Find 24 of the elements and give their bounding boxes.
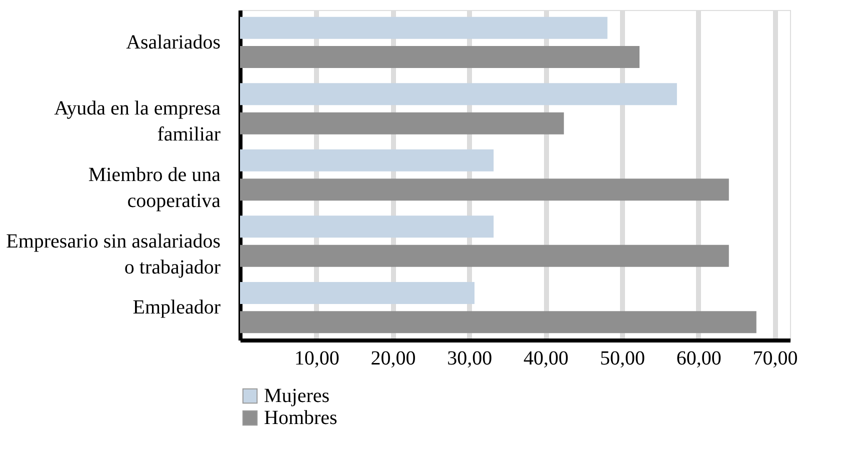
y-tick-label: Ayuda en la empresa familiar xyxy=(54,98,221,146)
y-tick-label: Miembro de una cooperativa xyxy=(88,164,221,212)
y-tick-label: Empresario sin asalariados o trabajador xyxy=(6,230,221,278)
bar xyxy=(240,83,677,106)
x-tick-label: 40,00 xyxy=(524,348,569,370)
x-tick-label: 50,00 xyxy=(600,348,645,370)
bar xyxy=(240,311,756,334)
y-tick-label: Asalariados xyxy=(126,31,221,54)
x-tick-label: 30,00 xyxy=(447,348,492,370)
bar xyxy=(240,282,475,304)
bar xyxy=(240,244,729,267)
bar xyxy=(240,46,640,68)
x-tick-label: 60,00 xyxy=(676,348,722,370)
x-tick-label: 70,00 xyxy=(752,348,798,370)
bar xyxy=(240,149,494,172)
y-tick-label: Empleador xyxy=(132,296,221,319)
bar xyxy=(240,16,608,39)
bar xyxy=(240,112,564,134)
bar xyxy=(240,216,494,238)
x-tick-label: 10,00 xyxy=(294,348,340,370)
legend-label: Hombres xyxy=(264,407,338,429)
legend-label: Mujeres xyxy=(264,385,330,407)
x-tick-label: 20,00 xyxy=(370,348,416,370)
bar xyxy=(240,178,729,201)
